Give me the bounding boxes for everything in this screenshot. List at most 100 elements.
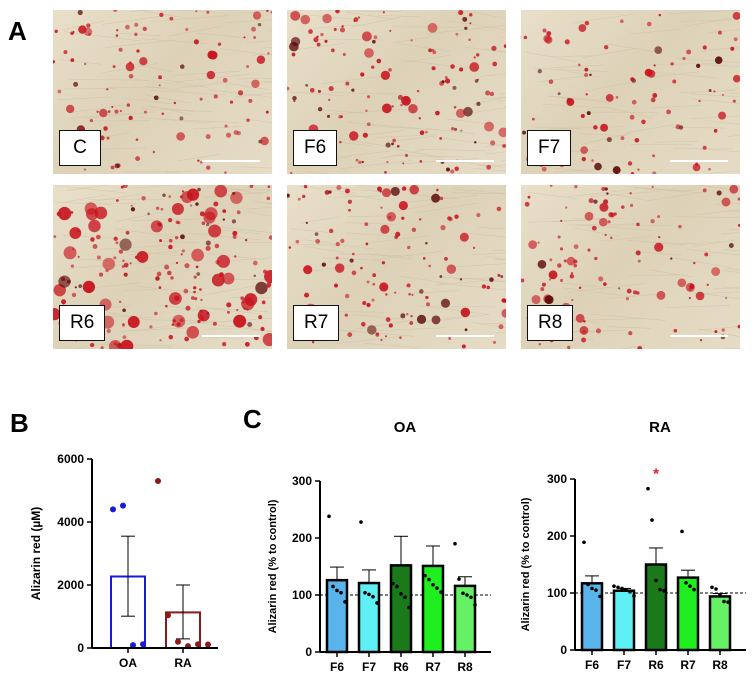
micrograph-r8: R8: [521, 185, 740, 349]
data-point: [461, 591, 465, 596]
data-point: [427, 577, 431, 582]
data-point: [331, 584, 335, 589]
y-tick-label: 200: [547, 529, 567, 543]
x-tick-label: F6: [585, 658, 599, 672]
data-point: [680, 529, 684, 534]
scale-bar: [670, 335, 728, 337]
y-tick-label: 6000: [57, 452, 84, 466]
y-tick-label: 4000: [57, 515, 84, 529]
micrograph-f6: F6: [287, 10, 506, 174]
micrograph-r7: R7: [287, 185, 506, 349]
data-point: [612, 584, 616, 588]
data-point: [620, 586, 624, 591]
micrograph-label: R8: [527, 305, 574, 341]
data-point: [339, 590, 343, 595]
micrograph-label: C: [59, 130, 101, 166]
bar-f7: [612, 589, 636, 652]
data-point: [594, 588, 598, 592]
y-axis-label: Alizarin red (µM): [29, 507, 43, 601]
y-tick-label: 100: [292, 588, 312, 602]
micrograph-label: R7: [293, 305, 340, 341]
chart-c-ra: RA Alizarin red (% to control) F6 F7 R6 * R7 R8…: [520, 419, 746, 672]
data-point: [175, 638, 181, 645]
data-point: [120, 502, 126, 509]
data-point: [726, 600, 730, 604]
x-tick-label: R8: [457, 660, 473, 674]
data-point: [335, 588, 339, 593]
data-point: [469, 595, 473, 600]
data-point: [363, 590, 367, 595]
scale-bar: [202, 160, 260, 162]
chart-c-oa: OA Alizarin red (% to control) F6 F7 R6 R7 R8 0…: [267, 419, 491, 674]
data-point: [718, 592, 722, 597]
data-point: [590, 586, 594, 591]
data-point: [343, 600, 347, 604]
data-point: [465, 593, 469, 597]
x-tick-label: F7: [362, 660, 376, 674]
bar-r7: [421, 564, 445, 654]
scale-bar: [202, 335, 260, 337]
chart-b: Alizarin red (µM) OA RA 0 2000 4000 6000: [29, 452, 218, 670]
x-tick-label: R8: [712, 658, 728, 672]
data-point: [110, 506, 116, 513]
x-tick-label: R7: [680, 658, 696, 672]
panel-b-letter: B: [10, 408, 29, 438]
data-point: [616, 585, 620, 590]
data-point: [582, 540, 586, 545]
data-point: [646, 486, 650, 491]
significance-marker: *: [653, 466, 659, 483]
data-point: [403, 595, 407, 600]
scale-bar: [436, 335, 494, 337]
y-tick-label: 0: [560, 643, 567, 657]
data-point: [586, 582, 590, 587]
data-point: [359, 520, 363, 524]
y-tick-label: 2000: [57, 578, 84, 592]
x-tick-label: R6: [648, 658, 664, 672]
y-tick-label: 100: [547, 586, 567, 600]
y-axis-label: Alizarin red (% to control): [520, 497, 532, 631]
data-point: [399, 592, 403, 596]
data-point: [662, 588, 666, 593]
panel-a-letter: A: [8, 16, 27, 46]
x-tick-label: RA: [174, 656, 192, 670]
x-tick-label: OA: [119, 656, 137, 670]
data-point: [130, 642, 136, 649]
data-point: [658, 587, 662, 592]
data-point: [710, 585, 714, 590]
bar-r8: [708, 595, 732, 652]
data-point: [140, 641, 146, 648]
data-point: [205, 641, 211, 648]
micrograph-c: C: [53, 10, 272, 174]
y-tick-label: 0: [77, 641, 84, 655]
micrograph-label: R6: [59, 305, 106, 341]
data-point: [375, 601, 379, 605]
scale-bar: [670, 160, 728, 162]
x-tick-label: R6: [393, 660, 409, 674]
data-point: [654, 578, 658, 583]
data-point: [165, 612, 171, 619]
x-tick-label: F6: [330, 660, 344, 674]
data-point: [407, 605, 411, 610]
data-point: [431, 582, 435, 587]
data-point: [632, 594, 636, 598]
data-point: [327, 514, 331, 519]
micrograph-r6: R6: [53, 185, 272, 349]
data-point: [395, 584, 399, 589]
micrograph-f7: F7: [521, 10, 740, 174]
data-point: [598, 594, 602, 599]
data-point: [722, 599, 726, 604]
data-point: [628, 590, 632, 594]
bar-f6: [580, 582, 604, 652]
data-point: [423, 573, 427, 578]
bar-r6: [644, 563, 668, 652]
scale-bar: [436, 160, 494, 162]
chart-title: RA: [649, 419, 671, 436]
data-point: [439, 590, 443, 594]
data-point: [473, 602, 477, 607]
micrograph-label: F7: [527, 130, 572, 166]
data-point: [195, 641, 201, 648]
x-tick-label: F7: [617, 658, 631, 672]
data-point: [624, 588, 628, 592]
panel-c-letter: C: [243, 404, 262, 434]
data-point: [155, 478, 161, 485]
